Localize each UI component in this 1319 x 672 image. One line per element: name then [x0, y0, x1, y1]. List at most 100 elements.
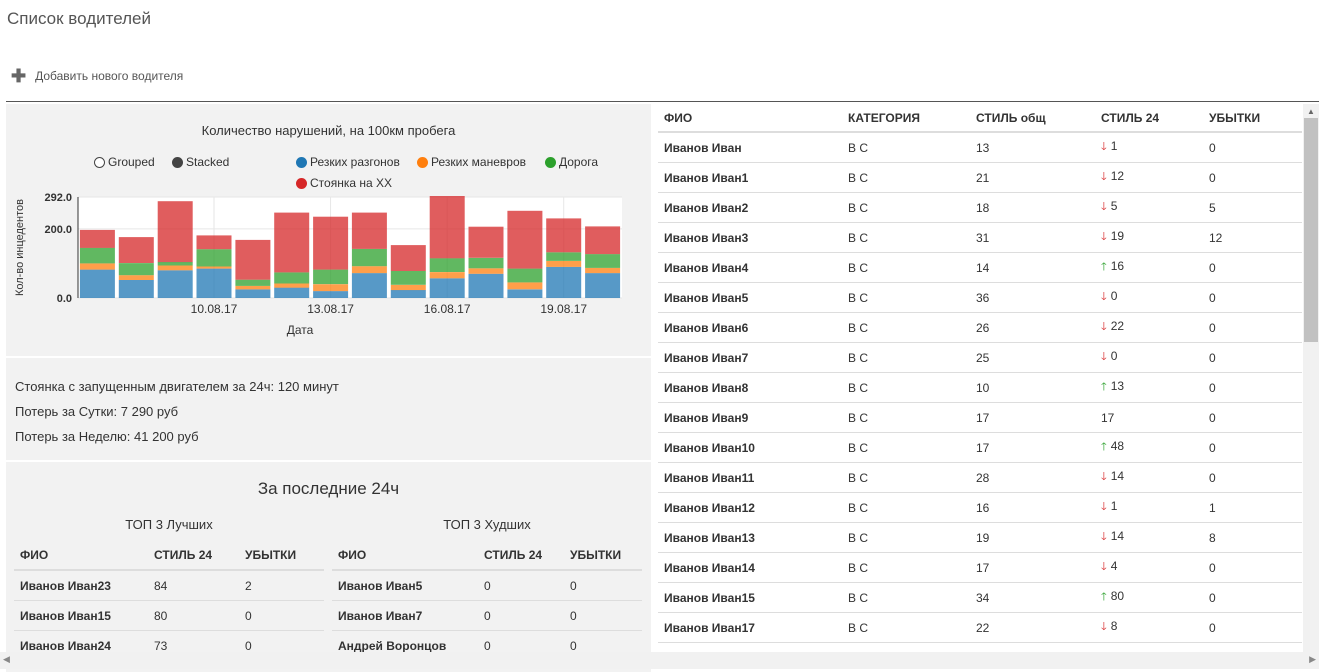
- bar-segment[interactable]: [118, 237, 154, 263]
- bar-segment[interactable]: [390, 245, 426, 271]
- bar-segment[interactable]: [585, 254, 621, 268]
- bar-segment[interactable]: [274, 287, 310, 298]
- driver-link[interactable]: Иванов Иван2: [658, 192, 842, 223]
- category-cell: B C: [842, 372, 970, 403]
- bar-segment[interactable]: [546, 266, 582, 298]
- bar-segment[interactable]: [429, 258, 465, 272]
- bar-segment[interactable]: [157, 201, 193, 263]
- scroll-up-icon[interactable]: ▲: [1307, 107, 1315, 116]
- driver-link[interactable]: Иванов Иван: [658, 132, 842, 163]
- legend-item-razgon[interactable]: Резких разгонов: [296, 155, 400, 169]
- driver-link[interactable]: Иванов Иван6: [658, 312, 842, 343]
- bar-segment[interactable]: [313, 216, 349, 270]
- bar-segment[interactable]: [351, 273, 387, 298]
- bar-segment[interactable]: [118, 263, 154, 276]
- driver-link[interactable]: Иванов Иван5: [658, 282, 842, 313]
- driver-link[interactable]: Иванов Иван7: [332, 600, 478, 631]
- bar-segment[interactable]: [196, 268, 232, 298]
- driver-link[interactable]: Иванов Иван13: [658, 522, 842, 553]
- bar-segment[interactable]: [313, 291, 349, 298]
- driver-link[interactable]: Иванов Иван9: [658, 402, 842, 433]
- scroll-thumb-horizontal[interactable]: [14, 654, 1302, 667]
- bar-segment[interactable]: [390, 290, 426, 298]
- driver-link[interactable]: Иванов Иван3: [658, 222, 842, 253]
- bar-segment[interactable]: [507, 268, 543, 283]
- driver-link[interactable]: Иванов Иван11: [658, 462, 842, 493]
- driver-link[interactable]: Иванов Иван14: [658, 552, 842, 583]
- bar-segment[interactable]: [585, 267, 621, 274]
- bar-segment[interactable]: [274, 283, 310, 288]
- bar-segment[interactable]: [351, 212, 387, 249]
- y-tick-label: 292.0: [44, 192, 72, 204]
- col-style24: СТИЛЬ 24: [478, 541, 564, 571]
- bar-segment[interactable]: [468, 268, 504, 274]
- style24-value: 12: [1110, 169, 1125, 183]
- style-total-cell: 17: [970, 432, 1095, 463]
- loss-week-text: Потерь за Неделю: 41 200 руб: [15, 429, 199, 444]
- bar-segment[interactable]: [429, 278, 465, 298]
- bar-segment[interactable]: [196, 249, 232, 267]
- legend-item-road[interactable]: Дорога: [545, 155, 598, 169]
- vertical-scrollbar[interactable]: ▲: [1303, 104, 1319, 652]
- bar-segment[interactable]: [468, 257, 504, 269]
- bar-segment[interactable]: [313, 269, 349, 285]
- bar-segment[interactable]: [546, 261, 582, 267]
- bar-segment[interactable]: [585, 273, 621, 298]
- bar-segment[interactable]: [351, 266, 387, 274]
- bar-segment[interactable]: [351, 248, 387, 267]
- driver-link[interactable]: Иванов Иван15: [658, 582, 842, 613]
- bar-segment[interactable]: [468, 273, 504, 298]
- driver-link[interactable]: Иванов Иван4: [658, 252, 842, 283]
- bar-segment[interactable]: [274, 212, 310, 273]
- loss-cell: 0: [1203, 372, 1302, 403]
- bar-segment[interactable]: [235, 289, 271, 298]
- bar-segment[interactable]: [196, 235, 232, 250]
- bar-segment[interactable]: [157, 262, 193, 266]
- driver-link[interactable]: Иванов Иван8: [658, 372, 842, 403]
- bar-segment[interactable]: [196, 266, 232, 269]
- bar-segment[interactable]: [390, 284, 426, 291]
- arrow-up-icon: 🡑: [1101, 591, 1107, 603]
- bar-segment[interactable]: [546, 252, 582, 261]
- bar-segment[interactable]: [507, 210, 543, 269]
- bar-segment[interactable]: [585, 226, 621, 255]
- bar-segment[interactable]: [546, 218, 582, 253]
- driver-link[interactable]: Иванов Иван5: [332, 570, 478, 601]
- legend-item-idle[interactable]: Стоянка на ХХ: [296, 176, 392, 190]
- bar-segment[interactable]: [429, 272, 465, 279]
- bar-segment[interactable]: [235, 239, 271, 280]
- bar-segment[interactable]: [79, 263, 115, 270]
- bar-segment[interactable]: [390, 271, 426, 285]
- driver-link[interactable]: Иванов Иван10: [658, 432, 842, 463]
- bar-segment[interactable]: [118, 280, 154, 298]
- add-driver-button[interactable]: ✚ Добавить нового водителя: [11, 67, 183, 85]
- scroll-thumb[interactable]: [1304, 118, 1318, 342]
- horizontal-scrollbar[interactable]: ◀ ▶: [0, 652, 1319, 669]
- mode-stacked-radio[interactable]: Stacked: [172, 155, 229, 169]
- driver-link[interactable]: Иванов Иван1: [658, 162, 842, 193]
- scroll-right-icon[interactable]: ▶: [1309, 654, 1316, 664]
- bar-segment[interactable]: [507, 282, 543, 290]
- bar-segment[interactable]: [274, 272, 310, 284]
- bar-segment[interactable]: [157, 265, 193, 271]
- bar-segment[interactable]: [79, 269, 115, 298]
- bar-segment[interactable]: [313, 284, 349, 292]
- mode-grouped-radio[interactable]: Grouped: [94, 155, 155, 169]
- bar-segment[interactable]: [235, 285, 271, 290]
- driver-link[interactable]: Иванов Иван12: [658, 492, 842, 523]
- table-row: Иванов Иван13 B C 19 🡓 14 8: [658, 522, 1302, 553]
- bar-segment[interactable]: [235, 279, 271, 286]
- bar-segment[interactable]: [468, 226, 504, 258]
- driver-link[interactable]: Иванов Иван17: [658, 612, 842, 643]
- bar-segment[interactable]: [429, 196, 465, 259]
- bar-segment[interactable]: [118, 275, 154, 280]
- bar-segment[interactable]: [507, 289, 543, 298]
- legend-item-manevr[interactable]: Резких маневров: [417, 155, 526, 169]
- driver-link[interactable]: Иванов Иван15: [14, 600, 148, 631]
- scroll-left-icon[interactable]: ◀: [3, 654, 10, 664]
- bar-segment[interactable]: [157, 270, 193, 298]
- bar-segment[interactable]: [79, 247, 115, 264]
- bar-segment[interactable]: [79, 229, 115, 248]
- driver-link[interactable]: Иванов Иван7: [658, 342, 842, 373]
- driver-link[interactable]: Иванов Иван23: [14, 570, 148, 601]
